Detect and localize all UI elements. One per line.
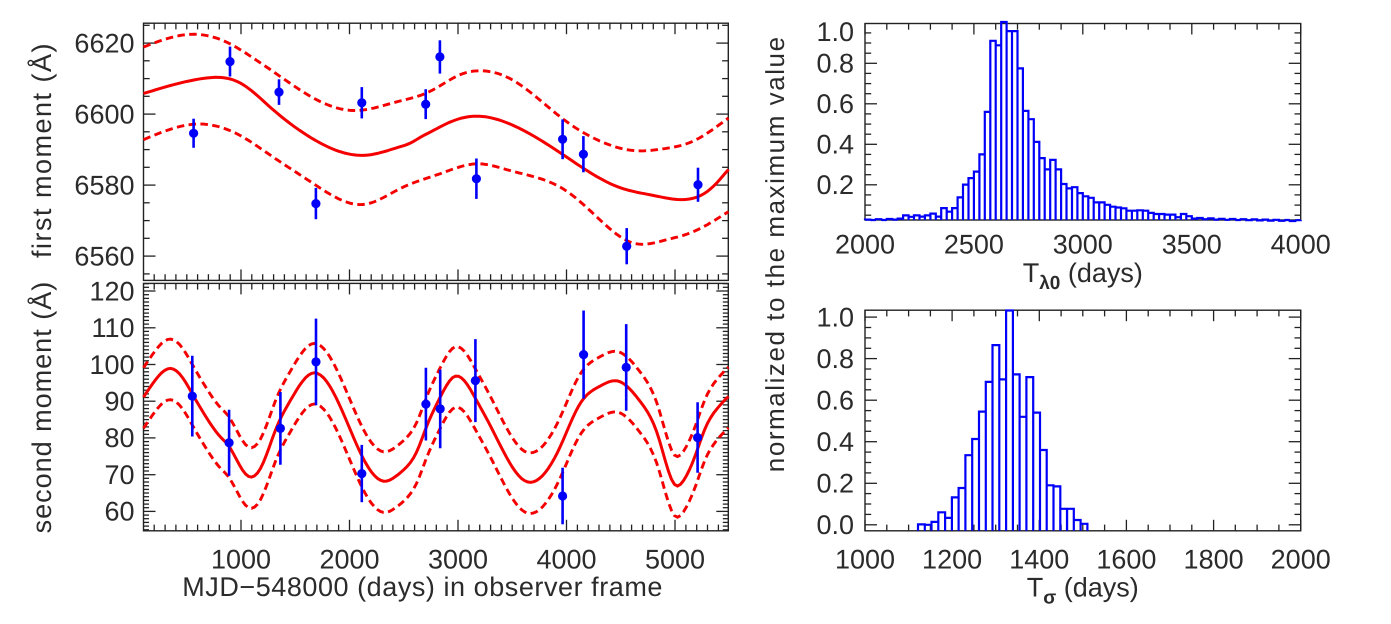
svg-text:6560: 6560 bbox=[74, 241, 134, 271]
svg-text:0.6: 0.6 bbox=[816, 386, 854, 416]
svg-text:4000: 4000 bbox=[1271, 230, 1331, 260]
svg-text:MJD−548000 (days) in observer: MJD−548000 (days) in observer frame bbox=[182, 572, 663, 602]
svg-text:0.0: 0.0 bbox=[816, 510, 854, 540]
svg-text:6600: 6600 bbox=[74, 99, 134, 129]
svg-text:0.8: 0.8 bbox=[816, 344, 854, 374]
svg-text:2000: 2000 bbox=[835, 230, 895, 260]
svg-text:1200: 1200 bbox=[922, 544, 982, 574]
svg-text:1400: 1400 bbox=[1009, 544, 1069, 574]
svg-text:3500: 3500 bbox=[1162, 230, 1222, 260]
svg-text:5000: 5000 bbox=[645, 544, 705, 574]
svg-text:2000: 2000 bbox=[319, 544, 379, 574]
svg-text:1000: 1000 bbox=[835, 544, 895, 574]
svg-text:3000: 3000 bbox=[1053, 230, 1113, 260]
svg-text:0.6: 0.6 bbox=[816, 89, 854, 119]
svg-text:2500: 2500 bbox=[944, 230, 1004, 260]
svg-text:80: 80 bbox=[104, 423, 134, 453]
svg-text:0.8: 0.8 bbox=[816, 49, 854, 79]
svg-text:first moment (Å): first moment (Å) bbox=[27, 42, 57, 258]
svg-text:3000: 3000 bbox=[428, 544, 488, 574]
svg-text:0.2: 0.2 bbox=[816, 170, 854, 200]
svg-text:60: 60 bbox=[104, 497, 134, 527]
svg-text:70: 70 bbox=[104, 460, 134, 490]
svg-text:1000: 1000 bbox=[211, 544, 271, 574]
svg-text:1800: 1800 bbox=[1184, 544, 1244, 574]
svg-text:second moment (Å): second moment (Å) bbox=[27, 281, 57, 534]
svg-text:110: 110 bbox=[91, 313, 134, 343]
svg-text:1.0: 1.0 bbox=[816, 302, 854, 332]
svg-text:0.4: 0.4 bbox=[816, 130, 854, 160]
svg-text:100: 100 bbox=[89, 350, 134, 380]
svg-text:6620: 6620 bbox=[74, 28, 134, 58]
svg-text:0.4: 0.4 bbox=[816, 427, 854, 457]
svg-text:6580: 6580 bbox=[74, 170, 134, 200]
svg-text:2000: 2000 bbox=[1271, 544, 1331, 574]
svg-text:4000: 4000 bbox=[536, 544, 596, 574]
svg-text:normalized to the maximum valu: normalized to the maximum value bbox=[760, 35, 790, 472]
svg-text:1.0: 1.0 bbox=[816, 17, 854, 47]
svg-text:90: 90 bbox=[104, 387, 134, 417]
svg-text:0.2: 0.2 bbox=[816, 469, 854, 499]
svg-text:120: 120 bbox=[89, 276, 134, 306]
svg-text:1600: 1600 bbox=[1096, 544, 1156, 574]
